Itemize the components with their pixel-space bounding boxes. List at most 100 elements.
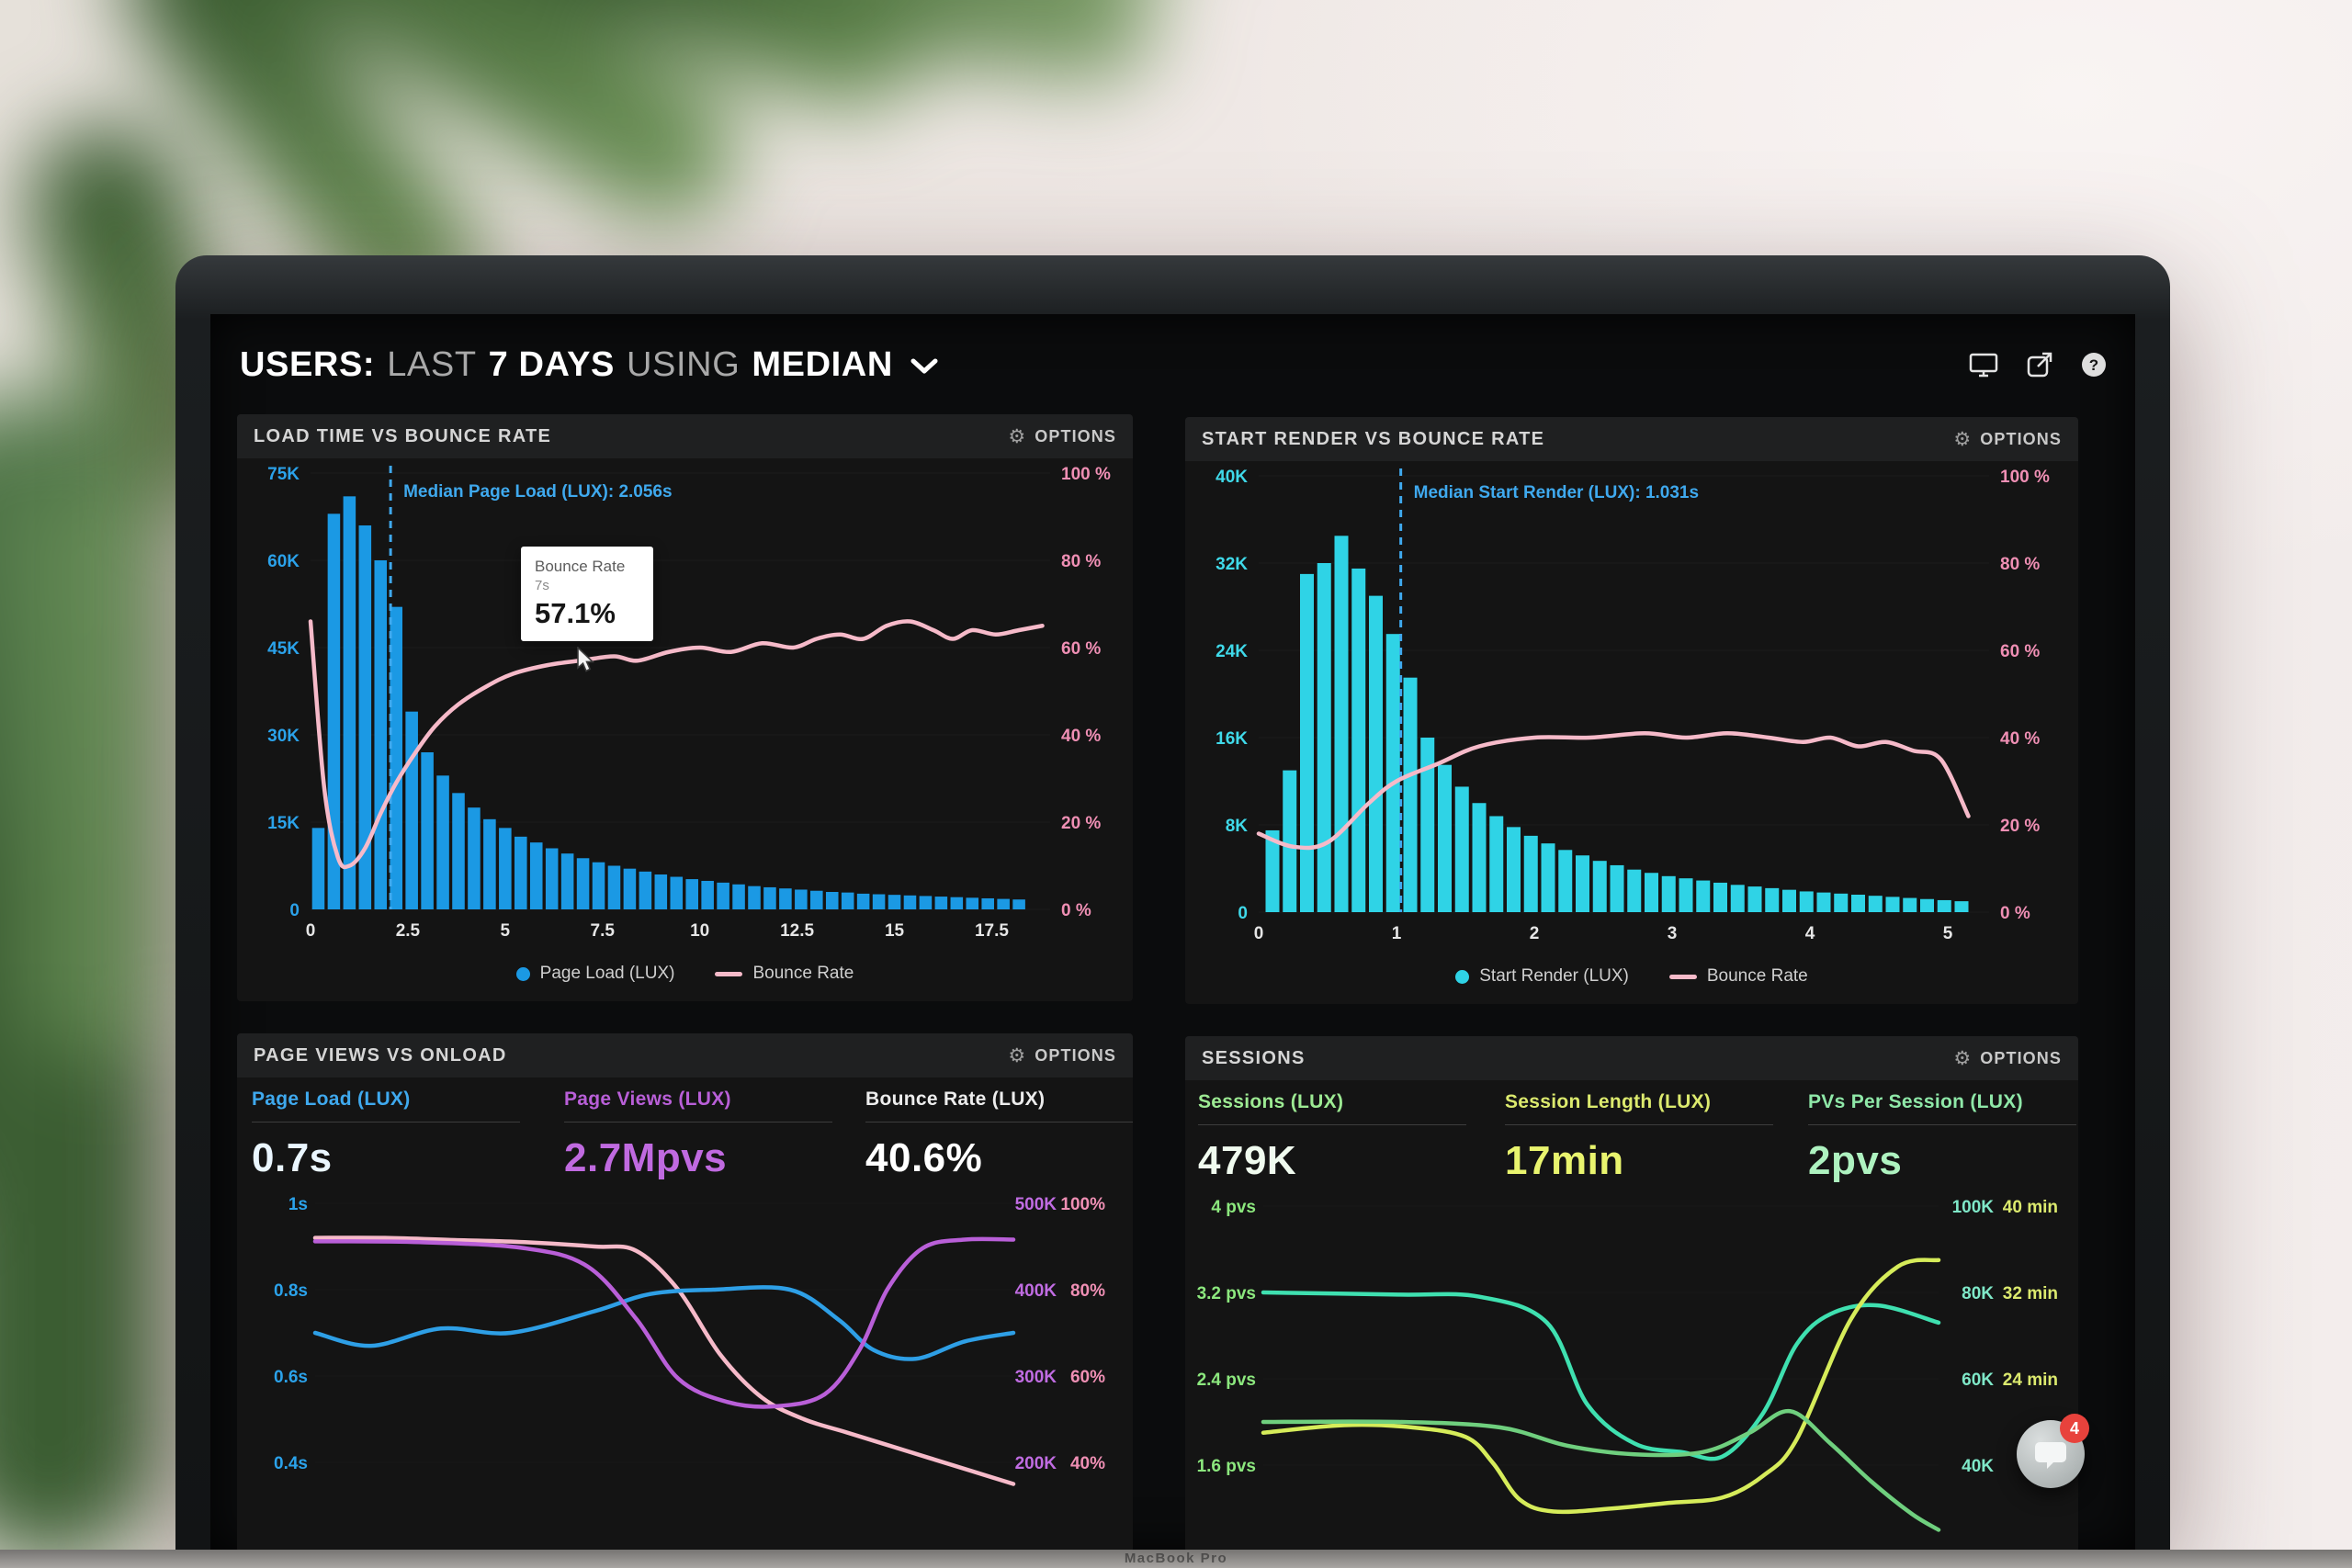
svg-text:60K: 60K (267, 552, 300, 571)
gear-icon: ⚙ (1953, 1047, 1973, 1069)
svg-text:17.5: 17.5 (975, 921, 1009, 941)
metric-value: 40.6% (865, 1135, 983, 1180)
metric-page-views: Page Views (LUX) 2.7Mpvs (564, 1089, 832, 1181)
legend-label: Page Load (LUX) (539, 964, 675, 983)
svg-text:?: ? (2089, 356, 2098, 374)
title-part: LAST (387, 344, 477, 384)
svg-text:100%: 100% (1060, 1195, 1105, 1214)
chart-load-time-vs-bounce-rate[interactable]: 75K 100 % 60K 80 % 45K 60 % 30K 40 % 15K 20 % 0 0 %… (237, 414, 1133, 1001)
chart-legend: Page Load (LUX) Bounce Rate (237, 964, 1133, 984)
chevron-down-icon[interactable] (910, 358, 938, 375)
svg-text:40 min: 40 min (2003, 1198, 2058, 1217)
options-label: OPTIONS (1035, 426, 1116, 446)
chat-widget-button[interactable]: 4 (2017, 1414, 2089, 1488)
topbar-icons: ? (1968, 350, 2108, 379)
plant-leaf (139, 0, 762, 248)
svg-text:0.4s: 0.4s (274, 1454, 308, 1473)
legend-label: Start Render (LUX) (1479, 966, 1629, 986)
svg-text:8K: 8K (1226, 817, 1249, 836)
panel-header: SESSIONS ⚙ OPTIONS (1185, 1036, 2078, 1080)
options-button[interactable]: ⚙ OPTIONS (1008, 1044, 1116, 1067)
svg-text:300K: 300K (1015, 1368, 1057, 1387)
tooltip-series-label: Bounce Rate (535, 558, 626, 575)
display-icon[interactable] (1968, 351, 1999, 378)
chart-page-views-vs-onload[interactable]: 1s 500K 100% 0.8s 400K 80% 0.6s 300K 60% 0.4s 200K… (237, 1033, 1133, 1552)
panel-start-render-vs-bounce-rate: START RENDER VS BOUNCE RATE ⚙ OPTIONS 40… (1185, 417, 2078, 1004)
options-button[interactable]: ⚙ OPTIONS (1008, 425, 1116, 448)
panel-header: LOAD TIME VS BOUNCE RATE ⚙ OPTIONS (237, 414, 1133, 458)
metric-value: 0.7s (252, 1135, 333, 1180)
panel-title: LOAD TIME VS BOUNCE RATE (254, 425, 552, 446)
chat-bubble-icon (2035, 1442, 2066, 1469)
panel-header: PAGE VIEWS VS ONLOAD ⚙ OPTIONS (237, 1033, 1133, 1077)
svg-text:0: 0 (289, 901, 300, 920)
plant-leaf (28, 478, 175, 1066)
svg-text:1.6 pvs: 1.6 pvs (1197, 1457, 1256, 1476)
metric-label: Page Load (LUX) (252, 1089, 520, 1122)
svg-text:0: 0 (306, 921, 316, 941)
svg-text:5: 5 (501, 921, 511, 941)
svg-text:100 %: 100 % (1061, 465, 1111, 484)
desk-edge: MacBook Pro (0, 1550, 2352, 1568)
macbook-label: MacBook Pro (1124, 1551, 1228, 1566)
dashboard-topbar: USERS: LAST 7 DAYS USING MEDIAN ? (240, 338, 2108, 391)
svg-text:40%: 40% (1070, 1454, 1105, 1473)
svg-text:Median Page Load (LUX): 2.056s: Median Page Load (LUX): 2.056s (403, 482, 672, 502)
legend-dot (1455, 969, 1470, 984)
svg-text:40K: 40K (1216, 468, 1248, 487)
help-icon[interactable]: ? (2080, 351, 2108, 378)
panel-sessions: SESSIONS ⚙ OPTIONS Sessions (LUX) 479K S… (1185, 1036, 2078, 1552)
svg-text:30K: 30K (267, 727, 300, 746)
svg-text:45K: 45K (267, 639, 300, 659)
svg-text:15: 15 (885, 921, 905, 941)
panel-title: SESSIONS (1202, 1047, 1306, 1068)
metric-session-length: Session Length (LUX) 17min (1505, 1091, 1773, 1184)
options-button[interactable]: ⚙ OPTIONS (1953, 428, 2062, 451)
metric-label: Sessions (LUX) (1198, 1091, 1466, 1125)
svg-text:0: 0 (1238, 904, 1248, 923)
metric-sessions: Sessions (LUX) 479K (1198, 1091, 1466, 1184)
svg-text:75K: 75K (267, 465, 300, 484)
metric-label: Page Views (LUX) (564, 1089, 832, 1122)
options-label: OPTIONS (1035, 1045, 1116, 1065)
options-button[interactable]: ⚙ OPTIONS (1953, 1047, 2062, 1070)
legend-label: Bounce Rate (1706, 966, 1808, 986)
svg-text:0.6s: 0.6s (274, 1368, 308, 1387)
gear-icon: ⚙ (1008, 1044, 1027, 1066)
svg-text:15K: 15K (267, 814, 300, 833)
panel-load-time-vs-bounce-rate: LOAD TIME VS BOUNCE RATE ⚙ OPTIONS 75K 10… (237, 414, 1133, 1001)
title-part: MEDIAN (752, 344, 893, 384)
share-icon[interactable] (2025, 350, 2054, 379)
metric-value: 2pvs (1808, 1138, 1903, 1183)
chart-tooltip: Bounce Rate 7s 57.1% (521, 547, 653, 641)
tooltip-value: 57.1% (535, 597, 616, 629)
svg-text:Median Start Render (LUX): 1.0: Median Start Render (LUX): 1.031s (1414, 483, 1699, 502)
svg-text:60K: 60K (1962, 1371, 1994, 1390)
options-label: OPTIONS (1980, 429, 2062, 448)
legend-dot (515, 966, 530, 981)
chart-sessions[interactable]: 4 pvs 100K 40 min 3.2 pvs 80K 32 min 2.4 pvs 60… (1185, 1036, 2078, 1552)
svg-text:24K: 24K (1216, 642, 1248, 661)
svg-text:12.5: 12.5 (780, 921, 814, 941)
metric-value: 2.7Mpvs (564, 1135, 728, 1180)
svg-text:80K: 80K (1962, 1284, 1994, 1303)
legend-label: Bounce Rate (752, 964, 854, 983)
svg-text:32K: 32K (1216, 555, 1248, 574)
svg-text:0: 0 (1254, 924, 1264, 943)
plant-leaf (0, 395, 165, 1240)
svg-text:24 min: 24 min (2003, 1371, 2058, 1390)
svg-text:100K: 100K (1952, 1198, 1995, 1217)
options-label: OPTIONS (1980, 1048, 2062, 1067)
metric-pvs-per-session: PVs Per Session (LUX) 2pvs (1808, 1091, 2076, 1184)
title-part: 7 DAYS (488, 344, 616, 384)
svg-text:16K: 16K (1216, 729, 1248, 749)
legend-line-swatch (715, 971, 743, 976)
svg-text:60 %: 60 % (1061, 639, 1101, 659)
svg-text:80 %: 80 % (1061, 552, 1101, 571)
plant-leaf (0, 827, 165, 1562)
svg-text:2.5: 2.5 (396, 921, 421, 941)
svg-text:0.8s: 0.8s (274, 1281, 308, 1301)
chart-start-render-vs-bounce-rate[interactable]: 40K 100 % 32K 80 % 24K 60 % 16K 40 % 8K 20 % 0 0 % 0… (1185, 417, 2078, 1004)
svg-text:40K: 40K (1962, 1457, 1994, 1476)
title-part: USERS: (240, 344, 376, 384)
